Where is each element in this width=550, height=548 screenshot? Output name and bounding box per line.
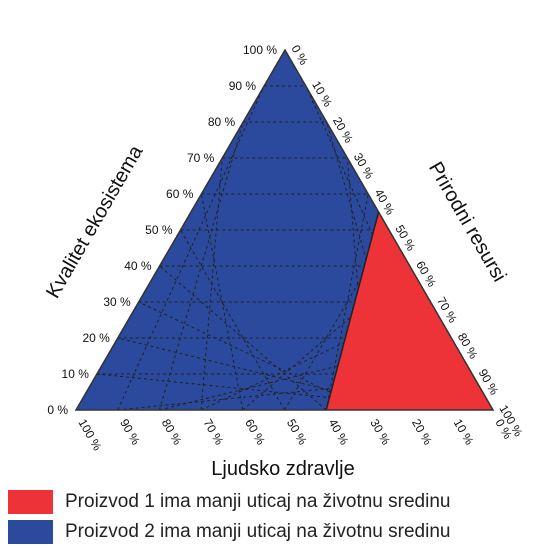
legend-item-product-1: Proizvod 1 ima manji uticaj na životnu s…	[8, 488, 450, 516]
region-boundary-line	[325, 211, 380, 411]
bottom-tick-label: 20 %	[409, 417, 435, 448]
bottom-tick-label: 40 %	[326, 417, 352, 448]
left-tick-label: 90 %	[229, 79, 257, 93]
bottom-tick-label: 30 %	[367, 417, 393, 448]
left-tick-label: 0 %	[47, 403, 68, 417]
bottom-tick-label: 10 %	[451, 417, 477, 448]
bottom-tick-label: 100 %	[75, 417, 104, 454]
bottom-axis-title: Ljudsko zdravlje	[211, 458, 354, 480]
left-tick-label: 70 %	[187, 151, 215, 165]
region-product-1	[326, 212, 493, 410]
grid-line	[180, 229, 285, 410]
bottom-tick-label: 80 %	[159, 417, 185, 448]
grid-line	[159, 265, 327, 410]
left-tick-label: 60 %	[166, 187, 194, 201]
grid-line	[158, 121, 244, 410]
legend: Proizvod 1 ima manji uticaj na životnu s…	[8, 488, 450, 548]
triangle-outline	[74, 48, 495, 411]
grid-line	[117, 85, 265, 410]
grid-line	[325, 193, 369, 410]
bottom-tick-label: 70 %	[201, 417, 227, 448]
right-axis-title: Prirodni resursi	[424, 158, 510, 285]
grid-line	[305, 85, 379, 410]
bottom-axis-ticks: 100 % 90 % 80 % 70 % 60 % 50 % 40 % 30 % 20 % 10 …	[75, 417, 515, 454]
left-tick-label: 40 %	[124, 259, 152, 273]
grid-line	[138, 301, 369, 410]
left-tick-label: 30 %	[103, 295, 131, 309]
left-axis-ticks: 0 % 10 % 20 % 30 % 40 % 50 % 60 % 70 % 80 % 90 % 1…	[47, 43, 277, 417]
left-tick-label: 80 %	[208, 115, 236, 129]
left-tick-label: 50 %	[145, 223, 173, 237]
legend-item-product-2: Proizvod 2 ima manji uticaj na životnu s…	[8, 518, 450, 546]
left-tick-label: 20 %	[82, 331, 110, 345]
legend-swatch-red	[8, 490, 53, 514]
grid-line	[284, 229, 379, 410]
ternary-diagram: 0 %10 %20 %30 %40 %50 %60 %70 %80 %90 %1…	[42, 43, 526, 481]
left-tick-label: 10 %	[62, 367, 90, 381]
bottom-tick-label: 90 %	[117, 417, 143, 448]
grid-line	[159, 337, 379, 410]
bottom-tick-label: 50 %	[284, 417, 310, 448]
region-product-2	[76, 50, 379, 410]
legend-swatch-blue	[8, 520, 53, 544]
bottom-tick-label: 60 %	[242, 417, 268, 448]
legend-label: Proizvod 2 ima manji uticaj na životnu s…	[65, 521, 451, 542]
grid-line	[200, 193, 244, 410]
grid-line	[242, 265, 379, 410]
left-tick-label: 100 %	[243, 43, 277, 57]
legend-label: Proizvod 1 ima manji uticaj na životnu s…	[65, 491, 451, 512]
grid-line	[96, 373, 379, 410]
left-axis-title: Kvalitet ekosistema	[42, 141, 148, 302]
